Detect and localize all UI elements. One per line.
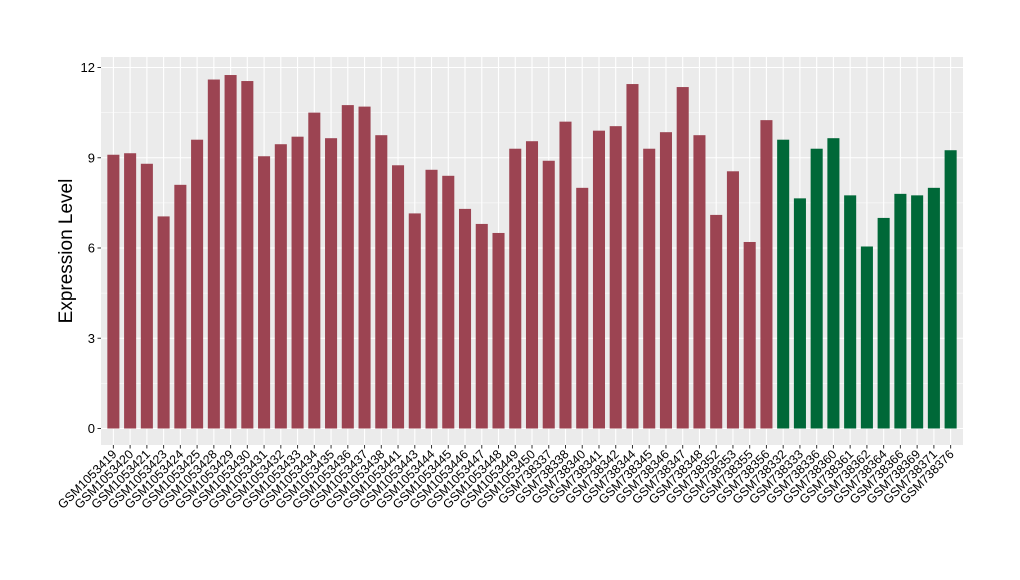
y-axis: 0 3 6 9 12 <box>81 60 101 436</box>
bar <box>777 139 790 429</box>
x-axis: GSM1053419GSM1053420GSM1053421GSM1053423… <box>55 445 957 512</box>
bar <box>308 112 321 429</box>
bar <box>207 79 220 429</box>
bar <box>877 217 890 429</box>
y-axis-label: Expression Level <box>56 179 77 324</box>
bar <box>475 223 488 429</box>
bar <box>894 193 907 429</box>
bar <box>710 214 723 429</box>
bar <box>509 148 522 429</box>
y-tick-label: 0 <box>88 421 95 436</box>
bar <box>124 153 137 429</box>
bar <box>542 160 555 429</box>
bar <box>392 165 405 429</box>
y-tick-label: 9 <box>88 150 95 165</box>
bar <box>760 120 773 429</box>
y-tick-label: 3 <box>88 331 95 346</box>
bar <box>408 213 421 429</box>
bar <box>576 187 589 429</box>
y-tick-label: 6 <box>88 241 95 256</box>
bar <box>559 121 572 429</box>
bar <box>274 144 287 429</box>
bar <box>944 150 957 429</box>
bar <box>693 135 706 429</box>
bar <box>525 141 539 429</box>
bar <box>827 138 840 429</box>
bars-group <box>107 75 957 429</box>
bar <box>358 106 371 429</box>
bar <box>927 187 940 429</box>
bar <box>224 75 237 429</box>
bar <box>659 132 672 429</box>
bar <box>291 136 304 429</box>
bar <box>592 130 606 429</box>
bar <box>726 171 739 429</box>
bar <box>492 232 505 429</box>
bar <box>140 163 153 429</box>
bar <box>241 81 254 429</box>
bar <box>341 105 354 429</box>
bar <box>911 195 924 429</box>
bar <box>107 154 120 429</box>
bar <box>860 246 873 429</box>
bar <box>191 139 204 429</box>
y-tick-label: 12 <box>81 60 95 75</box>
bar <box>375 135 388 429</box>
bar <box>626 84 639 429</box>
bar <box>458 208 472 429</box>
bar <box>810 148 823 429</box>
bar <box>258 156 271 429</box>
bar <box>743 241 756 429</box>
bar <box>844 195 857 429</box>
bar <box>609 126 622 429</box>
bar <box>442 175 455 429</box>
bar <box>325 138 338 429</box>
bar <box>174 184 187 429</box>
bar <box>425 169 438 429</box>
bar <box>793 198 806 429</box>
bar <box>157 216 170 429</box>
bar <box>643 148 656 429</box>
bar <box>676 87 689 429</box>
